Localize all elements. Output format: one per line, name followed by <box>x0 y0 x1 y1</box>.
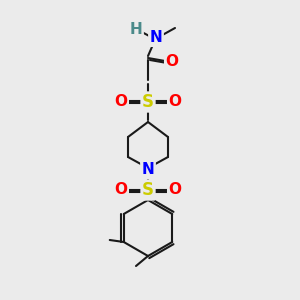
Text: S: S <box>142 93 154 111</box>
Text: N: N <box>142 163 154 178</box>
Text: O: O <box>166 55 178 70</box>
Text: O: O <box>169 94 182 110</box>
Text: N: N <box>150 31 162 46</box>
Text: O: O <box>115 182 128 197</box>
Text: O: O <box>169 182 182 197</box>
Text: O: O <box>115 94 128 110</box>
Text: H: H <box>130 22 142 37</box>
Text: S: S <box>142 181 154 199</box>
